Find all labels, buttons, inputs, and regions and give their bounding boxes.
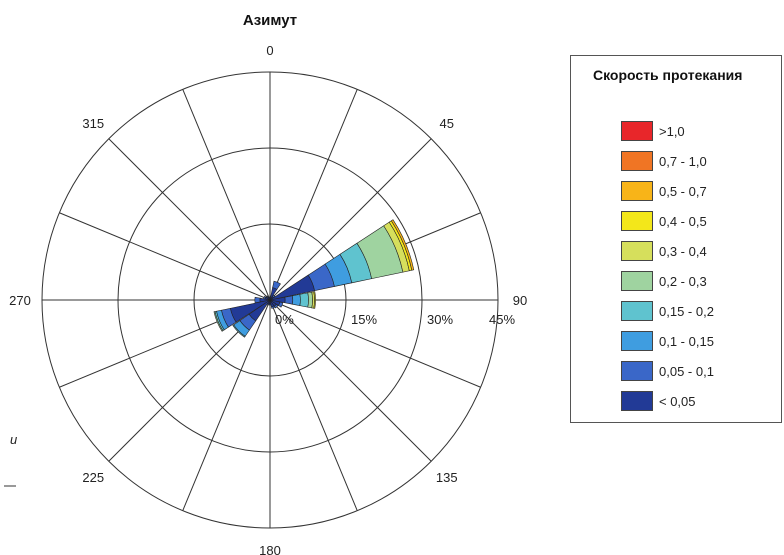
direction-label: 180	[259, 543, 281, 555]
direction-label: 135	[436, 470, 458, 485]
legend: Скорость протекания >1,0 0,7 - 1,0 0,5 - 0…	[570, 55, 782, 423]
ring-label: 30%	[427, 312, 453, 327]
ring-label: 0%	[275, 312, 294, 327]
legend-label: 0,5 - 0,7	[659, 183, 707, 199]
legend-list: >1,0 0,7 - 1,0 0,5 - 0,7 0,4 - 0,5 0,3 - 0,4…	[621, 116, 714, 416]
direction-label: 45	[440, 116, 454, 131]
ring-label: 45%	[489, 312, 515, 327]
legend-item: 0,05 - 0,1	[621, 356, 714, 386]
direction-label: 90	[513, 293, 527, 308]
footnote-char: и	[10, 432, 17, 447]
legend-item: 0,5 - 0,7	[621, 176, 714, 206]
petal-segment	[232, 324, 246, 338]
wind-rose-petals	[213, 219, 415, 338]
legend-item: 0,2 - 0,3	[621, 266, 714, 296]
petal-segment	[254, 296, 261, 304]
legend-swatch	[621, 241, 653, 261]
chart-title: Азимут	[243, 12, 297, 29]
ring-label: 15%	[351, 312, 377, 327]
legend-item: 0,3 - 0,4	[621, 236, 714, 266]
petal-segment	[213, 311, 224, 332]
petal-segment	[299, 292, 309, 308]
legend-swatch	[621, 361, 653, 381]
grid-spoke	[269, 299, 432, 462]
legend-label: 0,15 - 0,2	[659, 303, 714, 319]
direction-label: 315	[82, 116, 104, 131]
legend-swatch	[621, 301, 653, 321]
legend-label: 0,7 - 1,0	[659, 153, 707, 169]
legend-swatch	[621, 121, 653, 141]
petal-segment	[263, 295, 267, 300]
legend-item: 0,7 - 1,0	[621, 146, 714, 176]
direction-labels: 0 45 90 135 180 225 270 315	[9, 43, 527, 555]
legend-item: >1,0	[621, 116, 714, 146]
legend-title: Скорость протекания	[593, 67, 743, 83]
legend-label: 0,05 - 0,1	[659, 363, 714, 379]
legend-swatch	[621, 391, 653, 411]
legend-swatch	[621, 181, 653, 201]
petal-segment	[265, 295, 269, 299]
grid-spoke	[269, 138, 432, 301]
legend-label: 0,1 - 0,15	[659, 333, 714, 349]
legend-item: < 0,05	[621, 386, 714, 416]
petal-segment	[390, 219, 415, 271]
legend-label: >1,0	[659, 123, 685, 139]
petal-segment	[307, 291, 313, 309]
petal-segment	[269, 296, 271, 301]
legend-item: 0,1 - 0,15	[621, 326, 714, 356]
grid-spoke	[269, 299, 358, 511]
legend-swatch	[621, 151, 653, 171]
legend-label: < 0,05	[659, 393, 696, 409]
direction-label: 225	[82, 470, 104, 485]
petal-segment	[292, 294, 301, 306]
grid-spoke	[269, 89, 358, 301]
petal-segment	[313, 291, 316, 309]
ring-labels: 0% 15% 30% 45%	[275, 312, 515, 327]
polar-grid	[41, 71, 499, 529]
legend-swatch	[621, 331, 653, 351]
legend-swatch	[621, 271, 653, 291]
petal-segment	[273, 303, 279, 309]
legend-label: 0,3 - 0,4	[659, 243, 707, 259]
grid-spoke	[108, 138, 271, 301]
grid-spoke	[182, 299, 271, 511]
petal-segment	[284, 295, 294, 305]
legend-item: 0,15 - 0,2	[621, 296, 714, 326]
legend-label: 0,4 - 0,5	[659, 213, 707, 229]
legend-label: 0,2 - 0,3	[659, 273, 707, 289]
legend-item: 0,4 - 0,5	[621, 206, 714, 236]
direction-label: 270	[9, 293, 31, 308]
grid-spoke	[182, 89, 271, 301]
grid-spoke	[269, 299, 481, 388]
petal-segment	[272, 280, 281, 290]
petal-segment	[278, 301, 284, 308]
petal-segment	[271, 305, 276, 309]
legend-swatch	[621, 211, 653, 231]
direction-label: 0	[266, 43, 273, 58]
grid-spoke	[59, 212, 271, 301]
